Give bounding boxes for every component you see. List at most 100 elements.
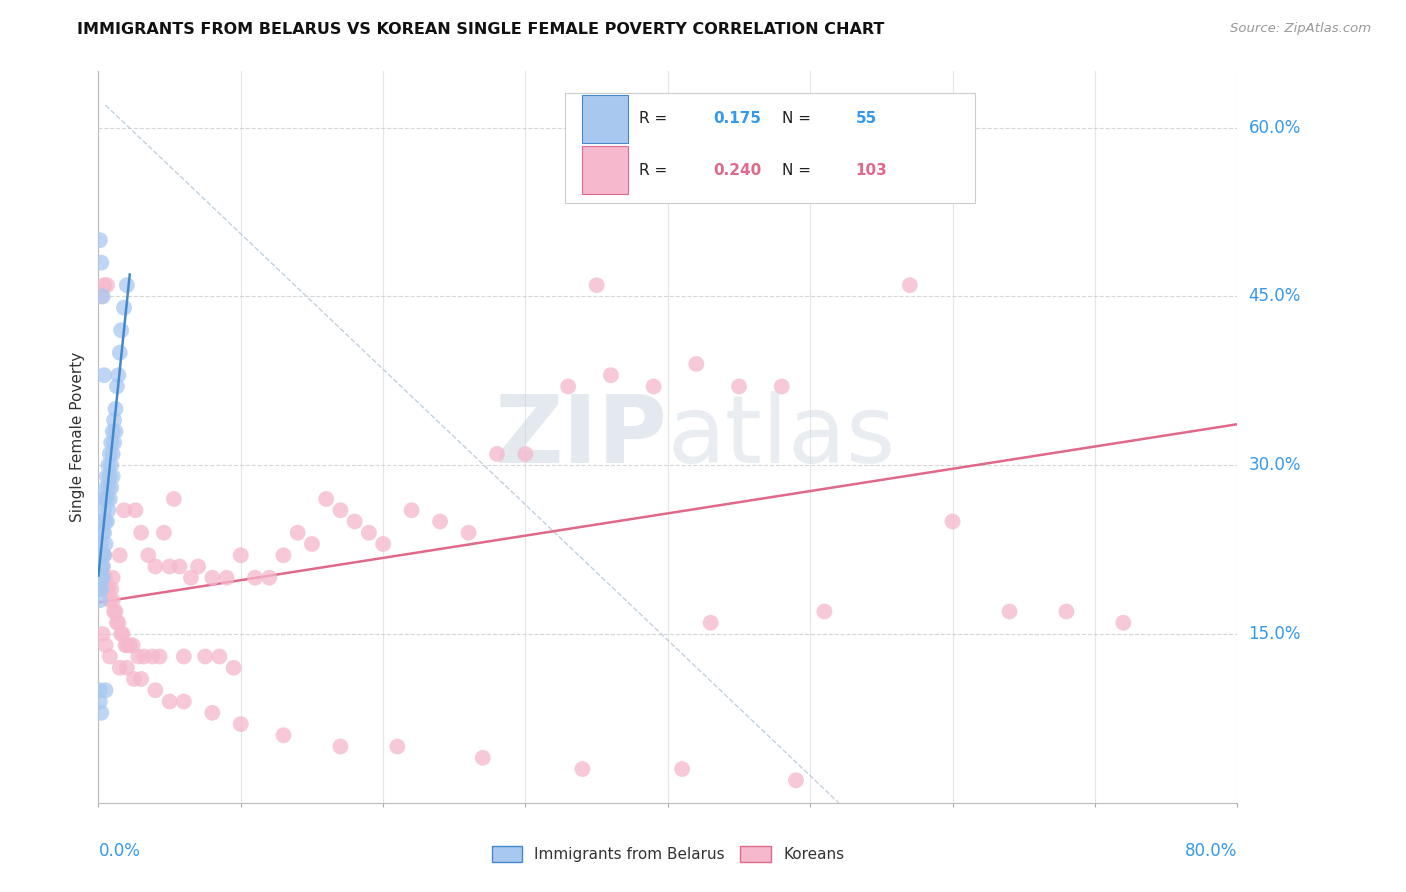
Point	[104, 401, 127, 416]
Point	[89, 694, 111, 708]
Point	[98, 447, 121, 461]
Point	[96, 491, 118, 506]
Bar	[582, 146, 628, 194]
Point	[98, 491, 121, 506]
Point	[96, 515, 118, 529]
Point	[187, 559, 209, 574]
Point	[97, 582, 120, 596]
Point	[884, 109, 907, 123]
Text: 60.0%: 60.0%	[1249, 119, 1301, 136]
Point	[813, 605, 835, 619]
Point	[600, 368, 623, 383]
FancyBboxPatch shape	[565, 94, 976, 203]
Point	[208, 649, 231, 664]
Point	[785, 773, 807, 788]
Point	[94, 537, 117, 551]
Point	[357, 525, 380, 540]
Point	[169, 559, 191, 574]
Point	[118, 638, 141, 652]
Point	[105, 379, 128, 393]
Point	[97, 458, 120, 473]
Point	[329, 503, 352, 517]
Point	[89, 582, 111, 596]
Point	[149, 649, 172, 664]
Point	[89, 233, 111, 247]
Point	[136, 548, 159, 562]
Point	[93, 368, 115, 383]
Point	[90, 255, 112, 269]
Point	[101, 571, 124, 585]
Point	[173, 694, 195, 708]
Point	[685, 357, 707, 371]
Text: 103: 103	[856, 162, 887, 178]
Point	[942, 515, 965, 529]
Text: 15.0%: 15.0%	[1249, 625, 1301, 643]
Point	[699, 615, 721, 630]
Point	[173, 649, 195, 664]
Point	[91, 559, 114, 574]
Legend: Immigrants from Belarus, Koreans: Immigrants from Belarus, Koreans	[485, 840, 851, 868]
Point	[201, 571, 224, 585]
Point	[89, 683, 111, 698]
Point	[98, 649, 121, 664]
Bar	[582, 95, 628, 143]
Point	[90, 537, 112, 551]
Point	[108, 661, 131, 675]
Point	[259, 571, 281, 585]
Point	[229, 548, 252, 562]
Text: 80.0%: 80.0%	[1185, 842, 1237, 860]
Point	[100, 582, 122, 596]
Text: 30.0%: 30.0%	[1249, 456, 1301, 475]
Point	[373, 537, 395, 551]
Point	[770, 379, 793, 393]
Point	[429, 515, 451, 529]
Point	[94, 515, 117, 529]
Point	[273, 548, 295, 562]
Point	[115, 638, 138, 652]
Point	[96, 278, 118, 293]
Point	[103, 413, 125, 427]
Point	[273, 728, 295, 742]
Text: Source: ZipAtlas.com: Source: ZipAtlas.com	[1230, 22, 1371, 36]
Point	[107, 368, 129, 383]
Point	[145, 683, 167, 698]
Point	[115, 278, 138, 293]
Point	[91, 627, 114, 641]
Point	[94, 481, 117, 495]
Text: R =: R =	[640, 112, 678, 127]
Point	[100, 481, 122, 495]
Text: R =: R =	[640, 162, 678, 178]
Point	[141, 649, 163, 664]
Point	[585, 278, 607, 293]
Point	[998, 605, 1021, 619]
Point	[287, 525, 309, 540]
Point	[93, 525, 115, 540]
Point	[98, 593, 121, 607]
Point	[471, 751, 494, 765]
Point	[91, 571, 114, 585]
Point	[93, 548, 115, 562]
Point	[97, 481, 120, 495]
Point	[110, 323, 132, 337]
Point	[129, 525, 152, 540]
Point	[89, 593, 111, 607]
Point	[90, 289, 112, 303]
Point	[89, 571, 111, 585]
Point	[114, 638, 136, 652]
Text: 55: 55	[856, 112, 877, 127]
Point	[94, 638, 117, 652]
Point	[163, 491, 186, 506]
Point	[93, 278, 115, 293]
Point	[93, 491, 115, 506]
Point	[643, 379, 665, 393]
Point	[105, 615, 128, 630]
Point	[90, 559, 112, 574]
Text: 0.240: 0.240	[713, 162, 762, 178]
Point	[101, 593, 124, 607]
Point	[110, 627, 132, 641]
Point	[329, 739, 352, 754]
Point	[343, 515, 366, 529]
Text: IMMIGRANTS FROM BELARUS VS KOREAN SINGLE FEMALE POVERTY CORRELATION CHART: IMMIGRANTS FROM BELARUS VS KOREAN SINGLE…	[77, 22, 884, 37]
Point	[828, 109, 851, 123]
Point	[91, 525, 114, 540]
